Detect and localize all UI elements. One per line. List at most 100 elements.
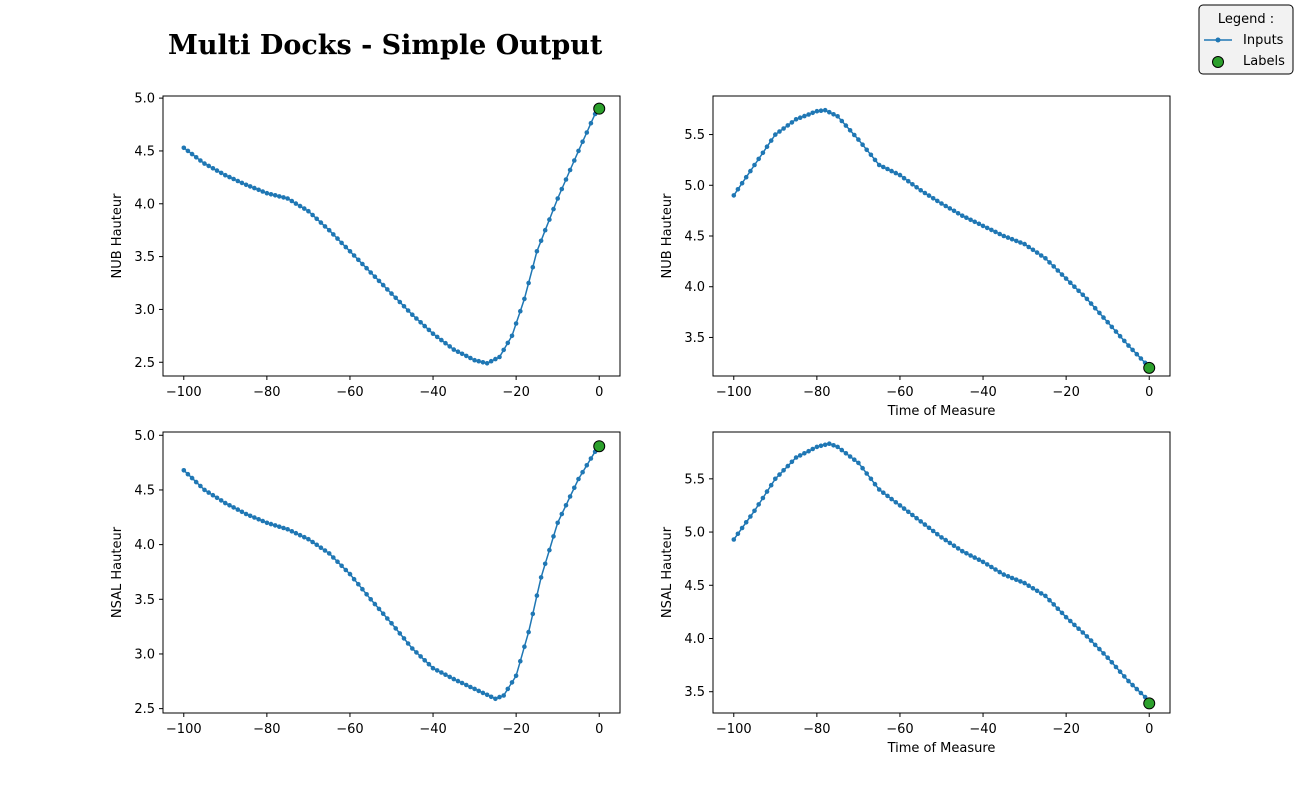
inputs-point [439,337,444,343]
inputs-point [509,680,515,685]
inputs-point [1130,682,1135,688]
y-axis-label: NSAL Hauteur [660,526,675,618]
x-tick-label: −100 [716,385,752,400]
inputs-point [1080,292,1086,298]
inputs-point [397,299,403,305]
inputs-point [397,631,403,636]
inputs-point [488,358,494,364]
y-tick-label: 5.0 [684,526,705,541]
label-point [1143,697,1156,710]
inputs-point [256,517,261,522]
inputs-point [231,176,236,182]
inputs-point [1047,260,1052,265]
inputs-point [347,571,353,577]
inputs-point [351,576,357,582]
inputs-point [847,128,853,133]
inputs-point [926,525,932,531]
inputs-point [1092,305,1098,311]
y-tick-label: 3.5 [684,331,705,346]
inputs-point [781,468,786,473]
inputs-point [563,177,569,182]
inputs-point [960,213,965,218]
inputs-point [831,112,836,117]
inputs-point [1063,614,1069,620]
inputs-point [743,520,749,525]
inputs-point [588,120,594,126]
inputs-point [1072,622,1077,628]
inputs-point [1055,606,1061,611]
inputs-point [1038,253,1044,258]
inputs-point [980,223,986,229]
inputs-point [418,320,423,325]
inputs-point [1113,664,1119,670]
inputs-point [389,621,394,626]
legend-inputs-marker [1215,37,1221,43]
inputs-point [434,334,440,340]
inputs-point [501,347,507,353]
inputs-point [210,166,216,171]
x-tick-label: −60 [886,385,913,400]
inputs-point [518,308,523,314]
inputs-point [876,162,882,168]
inputs-point [872,481,878,487]
inputs-point [1018,579,1023,584]
inputs-point [522,644,527,649]
inputs-point [285,196,290,201]
inputs-point [735,187,741,192]
y-tick-label: 3.0 [134,647,155,662]
inputs-point [852,132,857,138]
inputs-point [526,629,531,635]
inputs-point [835,114,840,119]
inputs-point [1005,235,1011,240]
inputs-point [955,546,961,551]
inputs-point [243,511,249,517]
inputs-point [1059,610,1065,616]
inputs-point [547,547,552,553]
inputs-point [372,601,378,607]
inputs-point [1018,240,1023,245]
inputs-point [1030,586,1036,591]
inputs-point [868,476,874,482]
inputs-point [897,172,903,178]
figure-title: Multi Docks - Simple Output [168,30,603,61]
inputs-point [559,186,565,192]
y-tick-label: 4.5 [134,483,155,498]
legend-labels-marker [1212,56,1224,68]
inputs-point [984,562,990,567]
inputs-point [731,537,737,542]
inputs-point [364,592,369,597]
inputs-point [922,190,928,196]
inputs-point [847,454,853,459]
inputs-point [376,278,382,284]
inputs-point [1026,583,1031,588]
inputs-series-line [733,442,1146,698]
inputs-point [943,537,948,543]
inputs-point [1105,319,1110,325]
inputs-point [272,193,278,198]
inputs-point [343,244,349,250]
label-point [1143,361,1156,374]
inputs-point [567,167,573,173]
inputs-point [497,354,502,360]
y-tick-label: 5.0 [684,179,705,194]
inputs-point [777,472,782,477]
inputs-point [989,564,994,570]
inputs-point [538,575,544,580]
inputs-point [1138,356,1144,361]
inputs-point [493,356,498,362]
inputs-point [414,650,419,655]
inputs-point [356,257,361,263]
inputs-point [480,690,486,696]
inputs-point [1105,655,1110,660]
inputs-point [1092,642,1098,648]
inputs-point [885,166,890,172]
inputs-point [897,503,903,508]
inputs-point [955,211,961,216]
inputs-point [818,443,824,449]
inputs-point [935,198,940,204]
inputs-point [198,483,203,489]
inputs-point [893,500,899,505]
inputs-point [935,531,940,537]
inputs-point [202,487,207,493]
inputs-point [534,249,540,254]
